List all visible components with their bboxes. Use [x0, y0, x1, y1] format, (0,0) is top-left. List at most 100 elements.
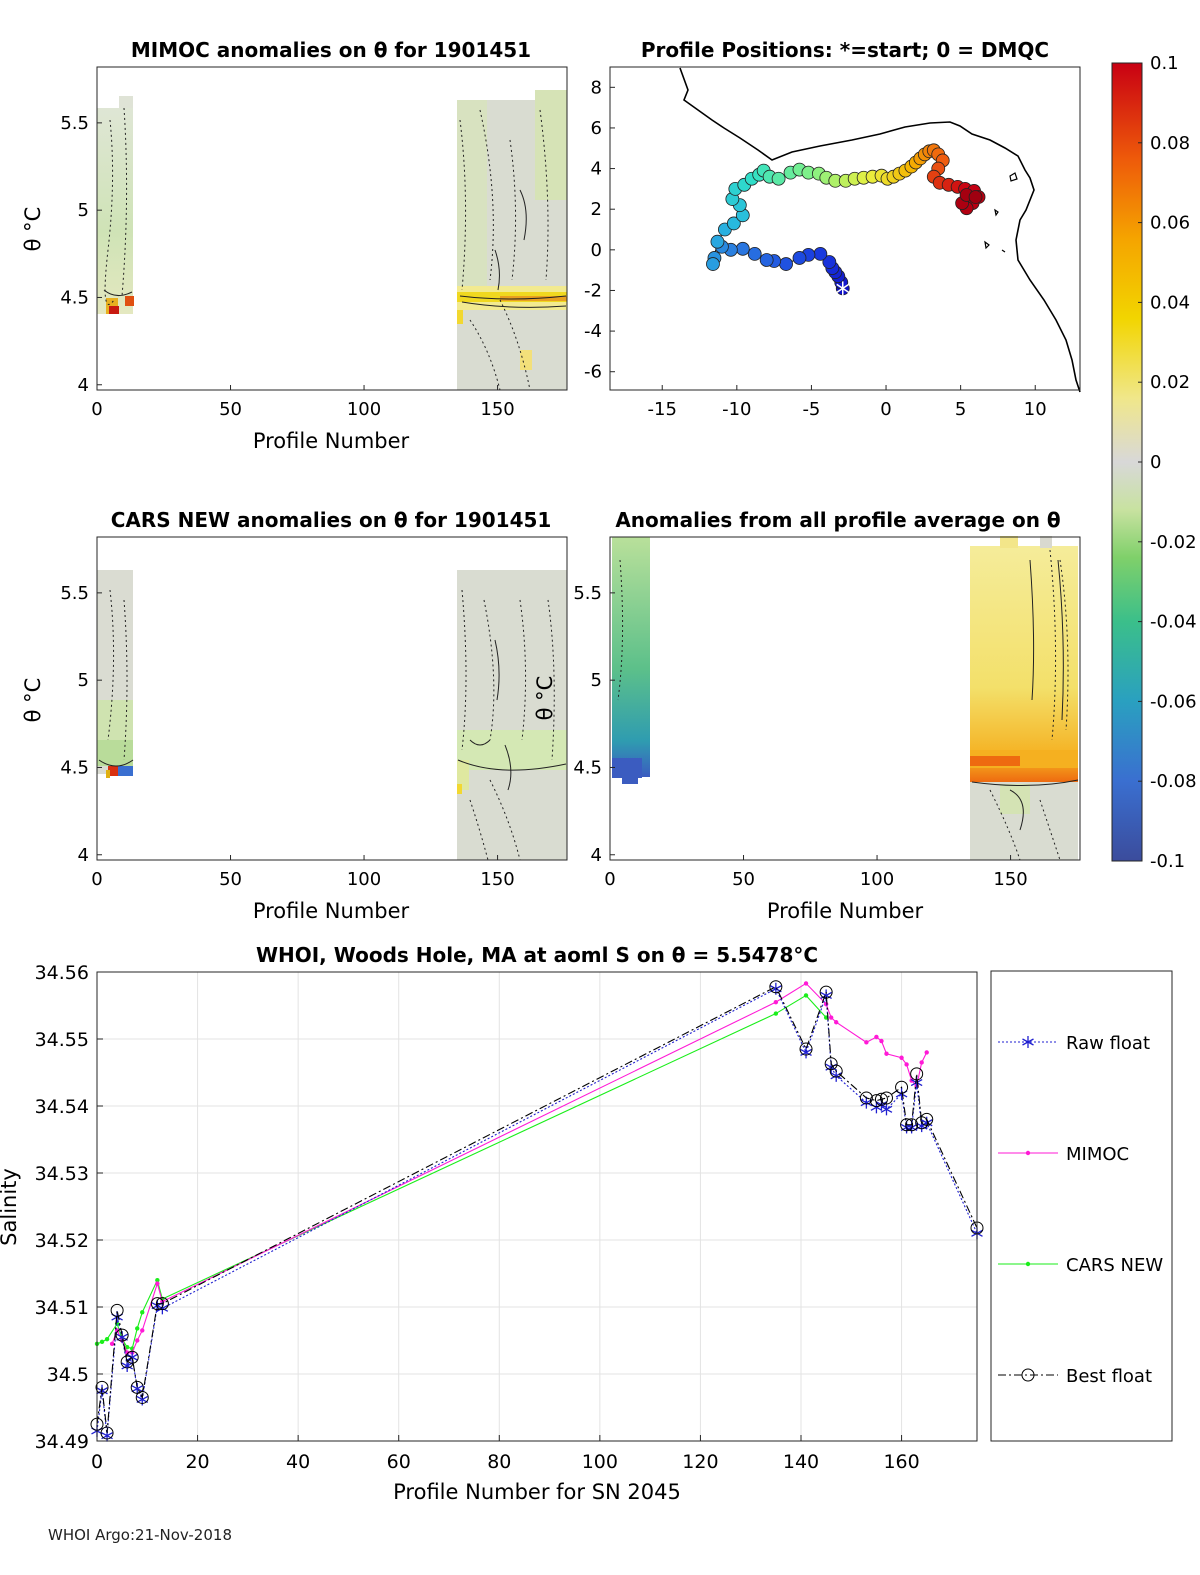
series-cars-new: [94, 993, 829, 1351]
cars-ylabel: θ °C: [21, 678, 45, 723]
data-point: [124, 1350, 130, 1355]
y-tick-label: 4.5: [60, 287, 89, 308]
x-tick-label: 0: [880, 399, 891, 420]
salinity-ylabel: Salinity: [0, 1168, 21, 1246]
data-point: [799, 1042, 813, 1056]
y-tick-label: 2: [591, 199, 602, 220]
mimoc-axes: [96, 66, 568, 391]
x-tick-label: 0: [91, 399, 102, 420]
colorbar-tick-label: 0.04: [1150, 292, 1190, 313]
legend-label: Best float: [1066, 1366, 1152, 1387]
positions-ticks: -15 -10 -5 0 5 10 -6 -4 -2 0 2 4 6 8: [584, 77, 1047, 420]
data-point: [874, 1092, 888, 1106]
colorbar-tick-label: 0.1: [1150, 53, 1179, 74]
data-point: [828, 1015, 834, 1020]
positions-panel: Profile Positions: *=start; 0 = DMQC -15…: [584, 38, 1081, 420]
profile-position-point: [779, 257, 793, 271]
profile-position-point: [710, 234, 725, 249]
mimoc-xlabel: Profile Number: [253, 429, 410, 453]
data-point: [879, 1038, 884, 1044]
x-tick-label: 140: [783, 1451, 819, 1473]
series-line: [96, 994, 827, 1350]
data-point: [874, 1034, 879, 1040]
data-point: [95, 1380, 109, 1394]
avg-field: [612, 536, 1079, 861]
y-tick-label: 34.55: [35, 1029, 89, 1051]
legend-box: [990, 970, 1173, 1442]
colorbar: 0.1 0.08 0.06 0.04 0.02 0 -0.02 -0.04 -0.06 -0.08…: [1111, 53, 1197, 872]
y-tick-label: 5: [591, 670, 602, 691]
x-tick-label: 100: [347, 869, 381, 890]
legend-item: MIMOC: [998, 1144, 1129, 1165]
legend-item: Raw float: [998, 1033, 1150, 1054]
data-point: [919, 1060, 924, 1065]
x-tick-label: -5: [802, 399, 820, 420]
x-tick-label: 0: [604, 869, 615, 890]
data-point: [150, 1297, 164, 1311]
data-point: [124, 1345, 130, 1350]
data-point: [135, 1338, 140, 1343]
data-point: [99, 1339, 105, 1345]
x-tick-label: 150: [993, 869, 1027, 890]
y-tick-label: 34.52: [35, 1230, 89, 1252]
profile-position-point: [759, 253, 774, 267]
coastline: [679, 67, 1081, 393]
y-tick-label: 4.5: [60, 757, 89, 778]
data-point: [905, 1118, 919, 1132]
profile-position-point: [735, 241, 750, 256]
x-tick-label: 150: [480, 399, 514, 420]
colorbar-tick-label: -0.02: [1150, 532, 1197, 553]
data-point: [773, 1011, 779, 1016]
cars-xlabel: Profile Number: [253, 899, 410, 923]
avg-ticks: 0 50 100 150 4 4.5 5 5.5: [573, 583, 1027, 890]
x-tick-label: 5: [955, 399, 966, 420]
mimoc-panel: MIMOC anomalies on θ for 1901451 0 50 100 1…: [21, 38, 568, 453]
y-tick-label: 4: [591, 159, 602, 180]
y-tick-label: 5.5: [60, 113, 89, 134]
data-point: [880, 1103, 893, 1116]
data-point: [920, 1112, 934, 1126]
data-point: [803, 981, 809, 986]
data-point: [869, 1094, 883, 1108]
y-tick-label: 4: [78, 375, 89, 396]
cars-panel: CARS NEW anomalies on θ for 1901451 0 50 1…: [21, 508, 568, 923]
salinity-grid: [96, 971, 977, 1442]
colorbar-tick-label: -0.04: [1150, 612, 1197, 633]
legend-item: CARS NEW: [998, 1255, 1163, 1276]
data-point: [800, 1046, 812, 1059]
salinity-title: WHOI, Woods Hole, MA at aoml S on θ = 5.…: [256, 943, 818, 967]
y-tick-label: 4: [591, 845, 602, 866]
x-tick-label: -10: [722, 399, 751, 420]
data-point: [110, 1303, 124, 1317]
x-tick-label: 10: [1024, 399, 1047, 420]
data-point: [859, 1091, 873, 1105]
mimoc-ylabel: θ °C: [21, 207, 45, 252]
x-tick-label: 0: [91, 1451, 103, 1473]
data-point: [156, 1302, 169, 1315]
y-tick-label: 34.49: [35, 1431, 89, 1453]
avg-title: Anomalies from all profile average on θ: [615, 508, 1060, 532]
avg-xlabel: Profile Number: [767, 899, 924, 923]
series-mimoc: [109, 981, 929, 1355]
data-point: [924, 1050, 929, 1055]
data-point: [100, 1426, 114, 1440]
legend-label: CARS NEW: [1066, 1255, 1163, 1276]
data-point: [1025, 1261, 1031, 1267]
series-best-float: [90, 980, 984, 1440]
x-tick-label: 40: [286, 1451, 310, 1473]
cars-ticks: 0 50 100 150 4 4.5 5 5.5: [60, 583, 514, 890]
colorbar-tick-label: -0.06: [1150, 691, 1197, 712]
data-point: [109, 1341, 115, 1347]
positions-axes: [609, 66, 1081, 391]
y-tick-label: 34.54: [35, 1096, 89, 1118]
x-tick-label: 160: [883, 1451, 919, 1473]
data-point: [769, 980, 783, 994]
data-point: [1025, 1150, 1031, 1156]
data-point: [155, 1278, 160, 1283]
salinity-series: [90, 980, 984, 1442]
data-point: [135, 1326, 140, 1331]
data-point: [864, 1040, 869, 1045]
x-tick-label: 100: [347, 399, 381, 420]
cars-axes: [96, 536, 568, 861]
